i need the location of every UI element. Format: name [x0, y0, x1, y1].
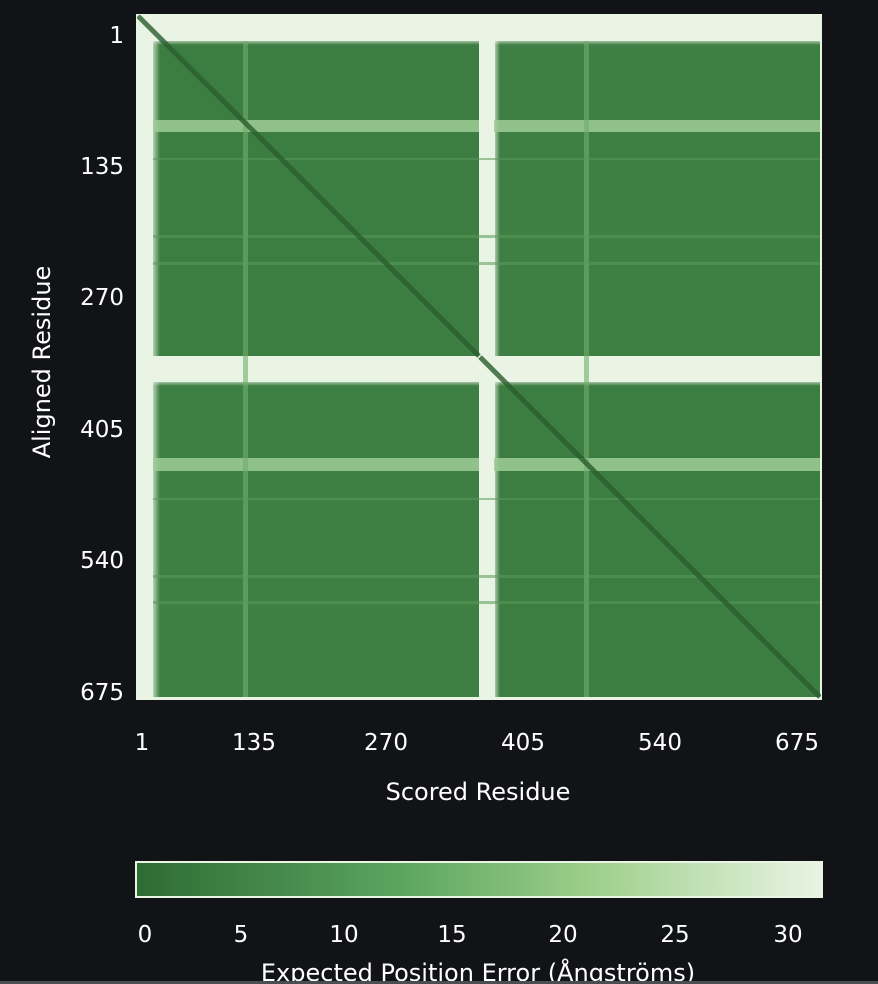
stripe-v1 [243, 41, 248, 697]
y-tick-label: 405 [80, 417, 124, 443]
block-b-a [153, 382, 479, 697]
x-tick-label: 405 [501, 730, 545, 756]
x-tick-label: 1 [135, 730, 150, 756]
x-tick-label: 540 [638, 730, 682, 756]
stripe-v2 [584, 41, 589, 697]
colorbar-tick-label: 20 [548, 922, 577, 948]
texture-lines [153, 158, 820, 604]
x-tick-label: 270 [364, 730, 408, 756]
y-axis: 1 135 270 405 540 675 [80, 23, 124, 706]
heatmap [136, 14, 822, 700]
colorbar-tick-label: 10 [329, 922, 358, 948]
colorbar-gradient [135, 861, 823, 898]
y-tick-label: 135 [80, 154, 124, 180]
x-axis-title: Scored Residue [386, 778, 571, 806]
y-tick-label: 270 [80, 285, 124, 311]
bottom-divider [0, 981, 878, 984]
diagonal-b [478, 355, 822, 699]
x-tick-label: 135 [232, 730, 276, 756]
diagonal-a [136, 14, 481, 358]
x-tick-label: 675 [775, 730, 819, 756]
x-axis: 1 135 270 405 540 675 [135, 730, 819, 756]
y-tick-label: 1 [109, 23, 124, 49]
colorbar-tick-label: 0 [138, 922, 153, 948]
y-axis-title: Aligned Residue [28, 266, 56, 459]
chain-gap-h [136, 356, 822, 380]
colorbar-title: Expected Position Error (Ångströms) [261, 958, 695, 984]
colorbar-tick-label: 25 [660, 922, 689, 948]
colorbar-tick-label: 15 [437, 922, 466, 948]
colorbar-tick-label: 30 [773, 922, 802, 948]
colorbar-tick-label: 5 [234, 922, 249, 948]
y-tick-label: 540 [80, 548, 124, 574]
y-tick-label: 675 [80, 680, 124, 706]
colorbar: 0 5 10 15 20 25 30 Expected Position Err… [135, 861, 823, 984]
block-a-b [495, 41, 820, 356]
